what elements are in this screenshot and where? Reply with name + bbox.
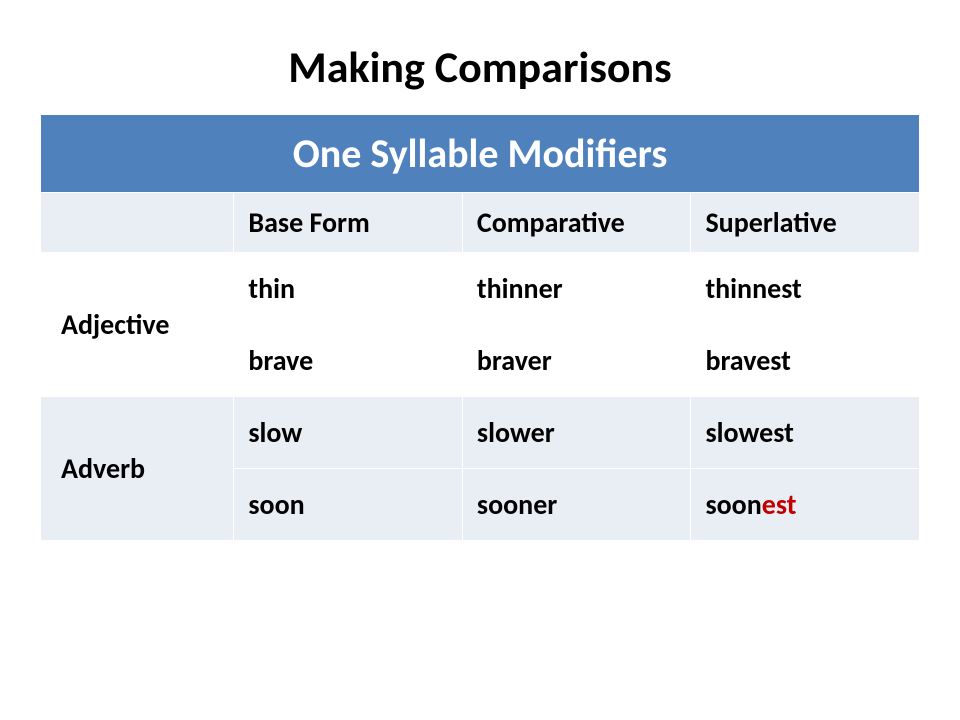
header-superlative: Superlative (691, 193, 920, 253)
row-group-label: Adverb (41, 397, 234, 541)
cell-superlative: slowest (691, 397, 920, 469)
cell-base: slow (234, 397, 463, 469)
header-base: Base Form (234, 193, 463, 253)
cell-comparative: thinner (462, 253, 691, 325)
cell-base: soon (234, 469, 463, 541)
sup-stem: slowest (705, 415, 793, 450)
cell-base: thin (234, 253, 463, 325)
slide-title: Making Comparisons (40, 40, 920, 94)
sup-highlight: est (762, 487, 797, 522)
sup-stem: soon (705, 487, 761, 522)
slide-container: Making Comparisons One Syllable Modifier… (0, 0, 960, 720)
cell-base: brave (234, 325, 463, 397)
cell-comparative: braver (462, 325, 691, 397)
cell-superlative: bravest (691, 325, 920, 397)
table-banner: One Syllable Modifiers (41, 115, 920, 193)
table-banner-row: One Syllable Modifiers (41, 115, 920, 193)
table-row: Adverb slow slower slowest (41, 397, 920, 469)
cell-comparative: slower (462, 397, 691, 469)
cell-superlative: soonest (691, 469, 920, 541)
sup-stem: bravest (705, 343, 790, 378)
table-header-row: Base Form Comparative Superlative (41, 193, 920, 253)
table-row: Adjective thin thinner thinnest (41, 253, 920, 325)
row-group-label: Adjective (41, 253, 234, 397)
sup-stem: thinnest (705, 271, 801, 306)
header-empty (41, 193, 234, 253)
cell-comparative: sooner (462, 469, 691, 541)
comparison-table: One Syllable Modifiers Base Form Compara… (40, 114, 920, 541)
cell-superlative: thinnest (691, 253, 920, 325)
header-comparative: Comparative (462, 193, 691, 253)
